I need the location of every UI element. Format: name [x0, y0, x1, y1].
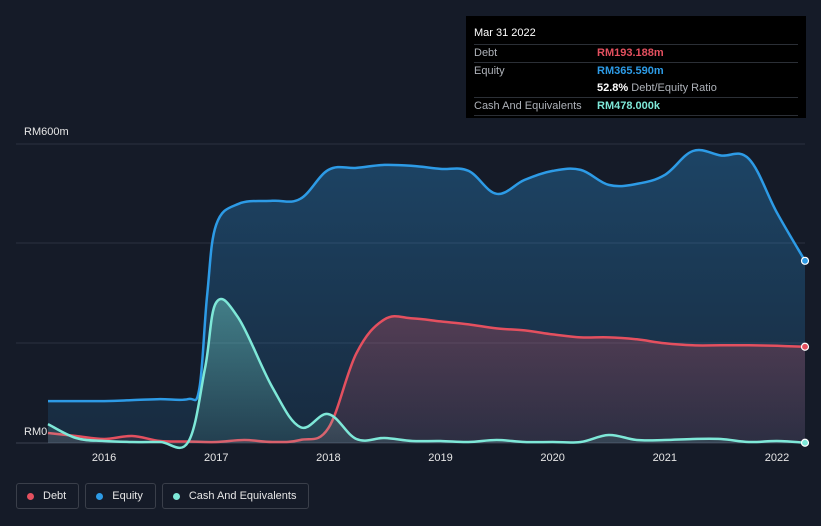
x-tick-label-2018: 2018	[316, 452, 340, 464]
tooltip-ratio-label: Debt/Equity Ratio	[631, 82, 717, 94]
tooltip-ratio-value: 52.8%	[597, 82, 629, 94]
tooltip-ratio-row: 52.8% Debt/Equity Ratio	[474, 80, 798, 97]
tooltip-equity-row: Equity RM365.590m	[474, 62, 798, 80]
series-layer	[47, 148, 810, 450]
tooltip-debt-row: Debt RM193.188m	[474, 44, 798, 62]
cash-area	[48, 299, 805, 448]
x-tick-label-2016: 2016	[92, 452, 116, 464]
legend-item-cash[interactable]: Cash And Equivalents	[161, 483, 310, 509]
tooltip-cash-value: RM478.000k	[597, 100, 660, 112]
tooltip-date: Mar 31 2022	[474, 27, 536, 39]
tooltip-equity-value: RM365.590m	[597, 65, 664, 77]
x-tick-label-2017: 2017	[204, 452, 228, 464]
legend-debt-dot-icon	[27, 492, 34, 500]
x-tick-label-2019: 2019	[428, 452, 452, 464]
debt-endpoint-marker[interactable]	[800, 342, 810, 351]
legend-equity-label: Equity	[112, 490, 143, 502]
legend-item-equity[interactable]: Equity	[85, 483, 156, 509]
cash-endpoint-marker[interactable]	[800, 438, 810, 447]
tooltip-cash-row: Cash And Equivalents RM478.000k	[474, 97, 798, 116]
tooltip-ratio: 52.8% Debt/Equity Ratio	[597, 80, 717, 97]
x-tick-label-2020: 2020	[540, 452, 564, 464]
legend-cash-label: Cash And Equivalents	[188, 490, 297, 502]
equity-line	[47, 148, 807, 403]
tooltip-debt-value: RM193.188m	[597, 47, 664, 59]
legend-equity-dot-icon	[96, 492, 104, 500]
tooltip-equity-label: Equity	[474, 65, 505, 77]
x-tick-label-2021: 2021	[653, 452, 677, 464]
tooltip-debt-label: Debt	[474, 47, 498, 59]
legend-item-debt[interactable]: Debt	[16, 483, 80, 509]
legend-debt-label: Debt	[43, 490, 67, 502]
equity-endpoint-marker[interactable]	[800, 256, 810, 265]
y-axis-top-label: RM600m	[24, 126, 69, 138]
y-axis-bottom-label: RM0	[24, 426, 47, 438]
debt-area	[48, 316, 805, 443]
cash-line	[47, 297, 806, 450]
x-tick-label-2022: 2022	[765, 452, 789, 464]
data-tooltip: Mar 31 2022 Debt RM193.188m Equity RM365…	[466, 16, 806, 118]
tooltip-cash-label: Cash And Equivalents	[474, 100, 582, 112]
legend-cash-dot-icon	[172, 492, 180, 500]
chart-legend: Debt Equity Cash And Equivalents	[16, 483, 310, 511]
debt-line	[47, 314, 806, 444]
x-axis-ticks: 2016 2017 2018 2019 2020 2021 2022	[92, 452, 789, 464]
